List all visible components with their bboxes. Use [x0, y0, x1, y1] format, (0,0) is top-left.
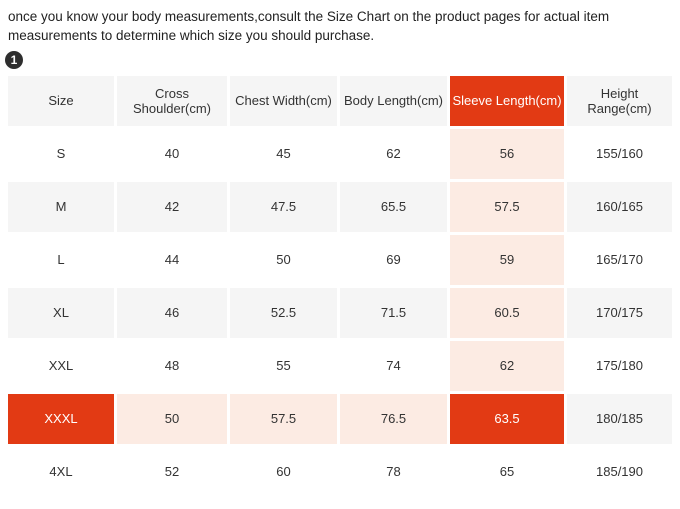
value-cell[interactable]: 62	[386, 146, 401, 162]
value-cell[interactable]: 46	[117, 287, 227, 338]
step-1-badge: 1	[5, 50, 23, 69]
value-cell[interactable]: 47.5	[230, 181, 337, 232]
value-cell[interactable]: 180/185	[567, 393, 672, 444]
row-l: L 44 50 69 59 165/170	[8, 234, 672, 285]
value-cell[interactable]: 55	[276, 358, 291, 374]
size-cell[interactable]: L	[57, 252, 65, 268]
value-cell[interactable]: 155/160	[596, 146, 643, 162]
value-cell-row-highlight[interactable]: 57.5	[230, 393, 337, 444]
value-cell-crosshair-selected[interactable]: 63.5	[450, 393, 564, 444]
value-cell[interactable]: 60	[276, 464, 291, 480]
col-header-body-length[interactable]: Body Length(cm)	[340, 75, 447, 126]
col-header-cross-shoulder[interactable]: Cross Shoulder(cm)	[117, 75, 227, 126]
value-cell[interactable]: 74	[386, 358, 401, 374]
size-cell[interactable]: S	[56, 146, 66, 162]
value-cell[interactable]: 44	[164, 252, 180, 268]
value-cell[interactable]: 78	[386, 464, 401, 480]
value-cell[interactable]: 185/190	[596, 464, 643, 480]
value-cell-sleeve-highlight[interactable]: 59	[450, 234, 564, 285]
size-chart-header: Size Cross Shoulder(cm) Chest Width(cm) …	[8, 75, 672, 126]
value-cell[interactable]: 48	[164, 358, 180, 374]
value-cell-row-highlight[interactable]: 50	[117, 393, 227, 444]
value-cell[interactable]: 165/170	[596, 252, 643, 268]
col-header-sleeve-length-selected[interactable]: Sleeve Length(cm)	[450, 75, 564, 126]
row-4xl: 4XL 52 60 78 65 185/190	[8, 447, 672, 497]
size-chart-table: Size Cross Shoulder(cm) Chest Width(cm) …	[5, 73, 675, 500]
size-cell[interactable]: XL	[8, 287, 114, 338]
row-s: S 40 45 62 56 155/160	[8, 128, 672, 179]
row-xxl: XXL 48 55 74 62 175/180	[8, 340, 672, 391]
value-cell[interactable]: 45	[276, 146, 291, 162]
row-xl: XL 46 52.5 71.5 60.5 170/175	[8, 287, 672, 338]
col-header-height-range[interactable]: Height Range(cm)	[567, 75, 672, 126]
value-cell[interactable]: 71.5	[340, 287, 447, 338]
row-m: M 42 47.5 65.5 57.5 160/165	[8, 181, 672, 232]
value-cell-sleeve-highlight[interactable]: 60.5	[450, 287, 564, 338]
value-cell[interactable]: 40	[164, 146, 180, 162]
value-cell[interactable]: 170/175	[567, 287, 672, 338]
value-cell[interactable]: 175/180	[596, 358, 643, 374]
header-row: Size Cross Shoulder(cm) Chest Width(cm) …	[8, 75, 672, 126]
size-cell-selected[interactable]: XXXL	[8, 393, 114, 444]
value-cell-sleeve-highlight[interactable]: 56	[450, 128, 564, 179]
instruction-text: once you know your body measurements,con…	[8, 9, 610, 43]
size-cell[interactable]: M	[8, 181, 114, 232]
value-cell[interactable]: 65.5	[340, 181, 447, 232]
value-cell[interactable]: 160/165	[567, 181, 672, 232]
value-cell[interactable]: 65	[499, 464, 515, 480]
col-header-size[interactable]: Size	[8, 75, 114, 126]
value-cell-row-highlight[interactable]: 76.5	[340, 393, 447, 444]
value-cell[interactable]: 42	[117, 181, 227, 232]
value-cell[interactable]: 52	[164, 464, 180, 480]
size-cell[interactable]: XXL	[48, 358, 74, 374]
value-cell[interactable]: 52.5	[230, 287, 337, 338]
value-cell-sleeve-highlight[interactable]: 57.5	[450, 181, 564, 232]
value-cell[interactable]: 50	[276, 252, 291, 268]
row-xxxl-selected: XXXL 50 57.5 76.5 63.5 180/185	[8, 393, 672, 444]
col-header-chest-width[interactable]: Chest Width(cm)	[230, 75, 337, 126]
size-cell[interactable]: 4XL	[49, 464, 73, 480]
value-cell[interactable]: 69	[386, 252, 401, 268]
value-cell-sleeve-highlight[interactable]: 62	[450, 340, 564, 391]
